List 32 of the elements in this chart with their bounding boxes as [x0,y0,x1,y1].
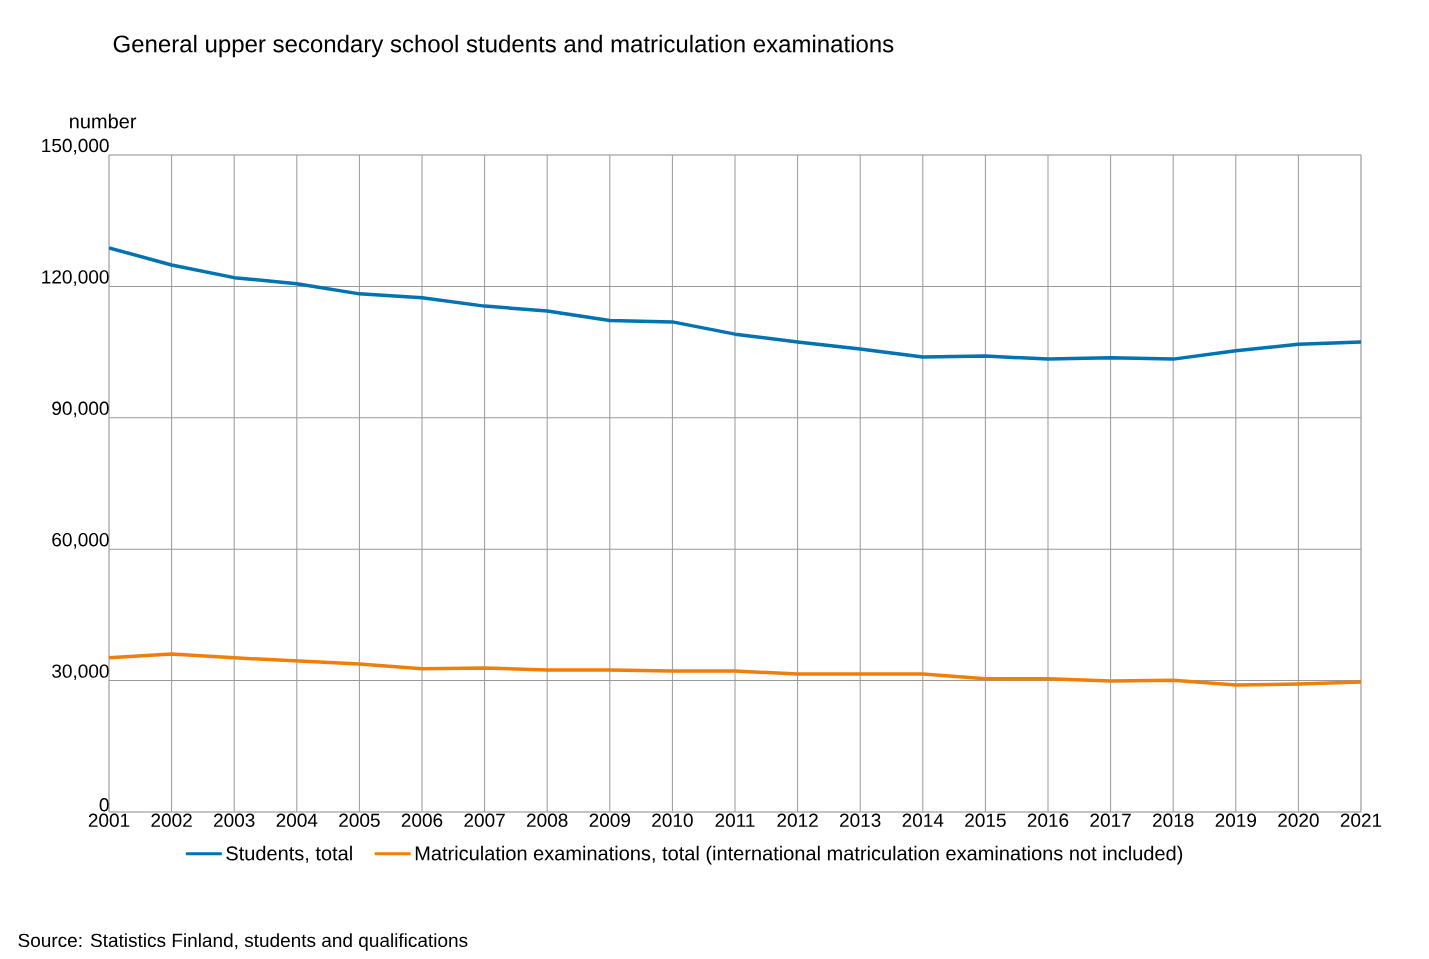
legend-label: Students, total [226,845,352,863]
x-tick-label: 2020 [1278,813,1319,827]
y-tick-label: 90,000 [52,401,109,418]
x-tick-label: 2006 [401,813,443,827]
x-tick-label: 2009 [589,813,631,827]
x-tick-label: 2003 [214,813,255,827]
x-tick-label: 2015 [965,813,1006,827]
x-tick-label: 2017 [1090,813,1131,827]
x-tick-label: 2014 [902,813,944,827]
x-tick-label: 2002 [151,813,192,827]
x-tick-label: 2016 [1027,813,1069,827]
x-tick-label: 2007 [464,813,505,827]
x-tick-label: 2021 [1340,813,1382,827]
x-tick-label: 2018 [1153,813,1194,827]
source-note: Source: Statistics Finland, students and qualifications [18,933,468,951]
chart-title: General upper secondary school students and matriculation examinations [113,34,894,58]
x-tick-label: 2012 [777,813,818,827]
x-tick-label: 2005 [339,813,380,827]
x-tick-label: 2001 [88,813,130,827]
x-tick-label: 2010 [652,813,693,827]
x-tick-label: 2004 [276,813,318,827]
x-tick-label: 2011 [715,813,755,827]
y-tick-label: 150,000 [42,138,109,155]
x-tick-label: 2013 [840,813,881,827]
x-tick-label: 2008 [527,813,568,827]
legend-label: Matriculation examinations, total (international matriculation examinations not included) [415,845,1183,865]
y-tick-label: 30,000 [52,664,109,681]
y-tick-label: 120,000 [42,270,109,286]
y-tick-label: 0 [99,798,109,812]
y-tick-label: 60,000 [52,532,109,549]
y-axis-title: number [70,113,137,129]
x-tick-label: 2019 [1215,813,1257,827]
